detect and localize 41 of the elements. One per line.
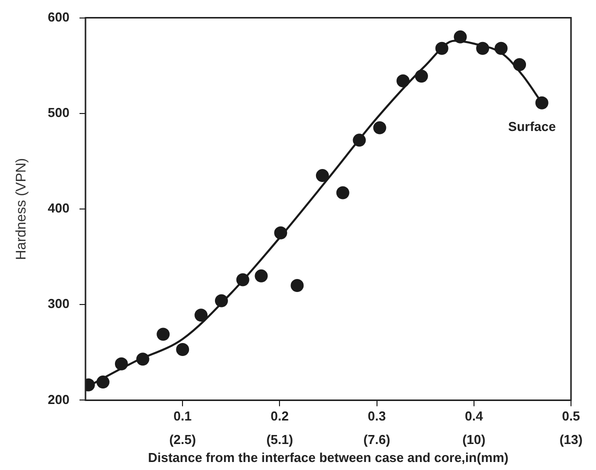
x-axis-title: Distance from the interface between case and core,in(mm) <box>148 450 508 465</box>
point <box>290 278 304 292</box>
point <box>414 70 428 83</box>
x-tick-label: 0.2 <box>270 408 289 424</box>
point <box>274 226 288 240</box>
x2-tick-label: (13) <box>559 432 583 448</box>
point <box>352 134 366 147</box>
point <box>236 273 250 286</box>
y-tick-label: 600 <box>48 9 70 24</box>
y-tick-label: 300 <box>48 296 70 312</box>
annotation: Surface <box>508 118 556 134</box>
x2-tick-label: (2.5) <box>169 432 196 448</box>
y-tick-label: 400 <box>48 200 70 216</box>
y-axis-title: Hardness (VPN) <box>12 158 28 260</box>
point <box>136 352 150 366</box>
point <box>435 42 448 55</box>
point <box>454 30 467 44</box>
x-tick-label: 0.3 <box>368 408 386 424</box>
y-tick-label: 200 <box>48 392 70 407</box>
point <box>96 376 110 389</box>
point <box>214 294 228 308</box>
point <box>396 74 410 88</box>
point <box>513 58 526 72</box>
point <box>494 42 508 55</box>
x-tick-label: 0.1 <box>174 408 192 424</box>
x2-tick-label: (5.1) <box>266 432 294 448</box>
point <box>476 42 490 55</box>
point <box>176 343 190 356</box>
x2-tick-label: (10) <box>462 432 486 448</box>
x2-tick-label: (7.6) <box>363 432 390 448</box>
x-tick-label: 0.5 <box>562 408 580 424</box>
point <box>254 269 268 282</box>
point <box>373 121 386 134</box>
point <box>114 357 128 370</box>
point <box>156 328 170 341</box>
x-tick-label: 0.4 <box>464 408 484 424</box>
point <box>316 169 329 182</box>
y-tick-label: 500 <box>48 104 70 120</box>
point <box>535 96 548 110</box>
point <box>336 186 350 200</box>
point <box>194 308 208 322</box>
